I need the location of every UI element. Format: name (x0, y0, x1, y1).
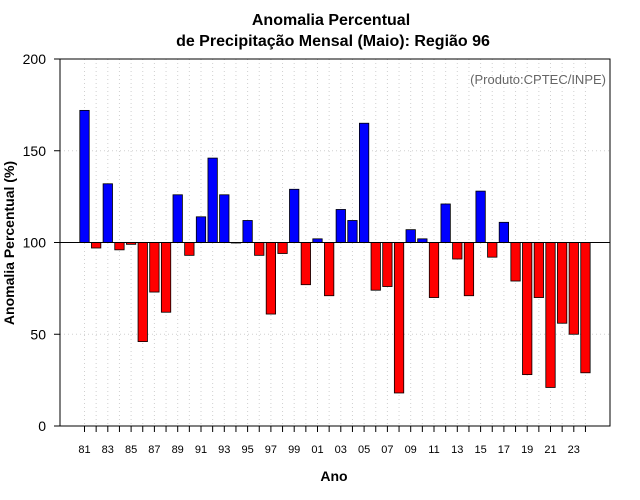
chart-title-line-1: Anomalia Percentual (252, 12, 410, 29)
x-tick-label: 15 (474, 444, 486, 456)
bar-23 (568, 242, 579, 335)
y-tick-label: 100 (23, 235, 47, 251)
x-tick-label: 87 (148, 444, 160, 456)
y-axis-label: Anomalia Percentual (%) (1, 161, 17, 325)
bar-10 (417, 238, 428, 243)
x-tick-label: 81 (78, 444, 90, 456)
bar-91 (195, 216, 207, 243)
bars (79, 109, 591, 394)
x-tick-label: 07 (381, 444, 393, 456)
bar-81 (79, 109, 90, 243)
bar-11 (428, 242, 440, 298)
bar-02 (324, 242, 335, 297)
x-tick-label: 09 (405, 444, 417, 456)
y-tick-label: 200 (23, 51, 47, 67)
bar-87 (149, 242, 160, 293)
bar-16 (487, 242, 498, 258)
bar-22 (557, 242, 568, 324)
bar-15 (475, 190, 486, 243)
x-tick-label: 85 (125, 444, 137, 456)
y-tick-label: 50 (30, 326, 46, 342)
x-tick-label: 13 (451, 444, 463, 456)
y-tick-label: 150 (23, 143, 47, 159)
bar-20 (533, 242, 544, 298)
x-tick-label: 17 (498, 444, 510, 456)
credit-annotation: (Produto:CPTEC/INPE) (470, 72, 606, 87)
bar-13 (452, 242, 463, 260)
bar-84 (114, 242, 125, 251)
y-axis: 0 50 100 150 200 (23, 51, 60, 434)
bar-97 (265, 242, 277, 315)
x-tick-label: 19 (521, 444, 533, 456)
x-tick-label: 23 (568, 444, 580, 456)
x-tick-label: 83 (102, 444, 114, 456)
bar-19 (522, 242, 533, 376)
x-tick-label: 03 (335, 444, 347, 456)
bar-99 (289, 188, 300, 243)
bar-82 (91, 242, 102, 249)
bar-12 (440, 203, 451, 243)
bar-09 (405, 229, 416, 243)
x-tick-label: 97 (265, 444, 277, 456)
bar-03 (335, 209, 346, 243)
bar-88 (160, 242, 172, 313)
bar-98 (277, 242, 288, 254)
bar-24 (580, 242, 591, 374)
chart-title-line-2: de Precipitação Mensal (Maio): Região 96 (176, 33, 490, 50)
bar-86 (137, 242, 148, 342)
x-tick-label: 05 (358, 444, 370, 456)
bar-05 (358, 122, 370, 243)
x-tick-label: 93 (218, 444, 230, 456)
bar-95 (242, 220, 253, 243)
y-tick-label: 0 (38, 418, 46, 434)
bar-14 (463, 242, 475, 297)
bar-06 (370, 242, 381, 291)
x-tick-label: 95 (241, 444, 253, 456)
x-tick-label: 01 (311, 444, 323, 456)
bar-17 (498, 221, 510, 243)
bar-83 (102, 183, 113, 243)
x-tick-label: 21 (544, 444, 556, 456)
bar-96 (254, 242, 265, 256)
bar-04 (347, 220, 358, 243)
bar-00 (300, 242, 311, 286)
x-axis: 81 83 85 87 89 91 93 95 97 99 01 03 05 07 09 11 13 15 17 19… (78, 426, 586, 456)
x-tick-label: 91 (195, 444, 207, 456)
x-axis-label: Ano (320, 468, 347, 484)
bar-18 (510, 242, 521, 282)
x-tick-label: 99 (288, 444, 300, 456)
bar-07 (382, 242, 393, 287)
x-tick-label: 11 (428, 444, 439, 456)
bar-08 (393, 242, 405, 394)
bar-21 (545, 242, 556, 388)
bar-01 (312, 238, 323, 243)
bar-92 (207, 157, 218, 243)
bar-93 (219, 194, 230, 243)
x-tick-label: 89 (172, 444, 184, 456)
bar-89 (172, 194, 183, 243)
bar-90 (184, 242, 195, 256)
